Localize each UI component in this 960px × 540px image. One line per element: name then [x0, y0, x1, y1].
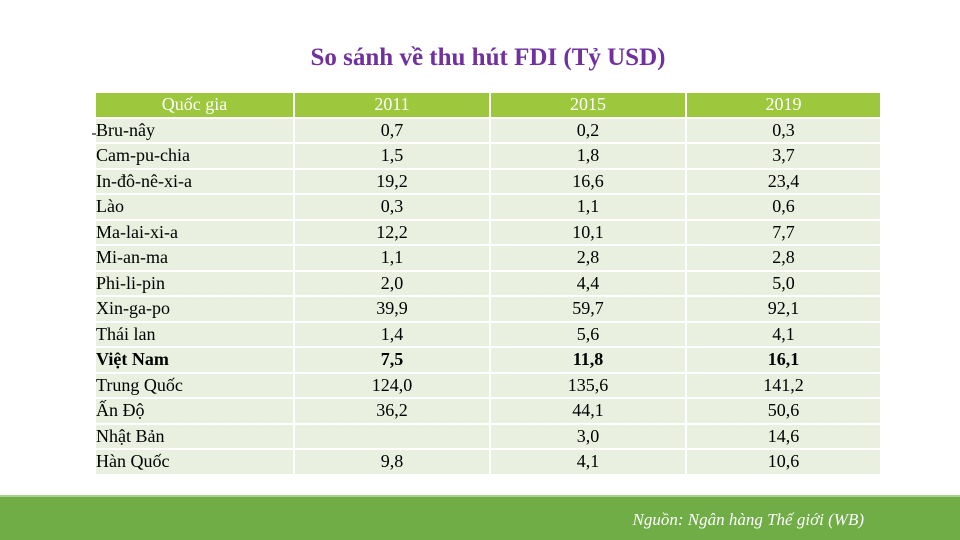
- table-row: In-đô-nê-xi-a 19,2 16,6 23,4: [96, 169, 880, 195]
- value-2011-cell: 124,0: [293, 373, 489, 399]
- fdi-table: Quốc gia 2011 2015 2019 Bru-nây 0,7 0,2 0,3…: [96, 93, 880, 476]
- value-2011-cell: 0,7: [293, 118, 489, 144]
- value-2019-cell: 0,3: [685, 118, 880, 144]
- value-2019-cell: 10,6: [685, 450, 880, 476]
- country-cell: Xin-ga-po: [96, 297, 293, 323]
- header-2015: 2015: [489, 93, 685, 119]
- table-row: Trung Quốc 124,0 135,6 141,2: [96, 373, 880, 399]
- country-cell: In-đô-nê-xi-a: [96, 169, 293, 195]
- country-cell: Trung Quốc: [96, 373, 293, 399]
- value-2019-cell: 7,7: [685, 220, 880, 246]
- country-cell: Ma-lai-xi-a: [96, 220, 293, 246]
- value-2019-cell: 50,6: [685, 399, 880, 425]
- value-2011-cell: 36,2: [293, 399, 489, 425]
- value-2015-cell: 10,1: [489, 220, 685, 246]
- value-2019-cell: 141,2: [685, 373, 880, 399]
- country-cell: Bru-nây: [96, 118, 293, 144]
- value-2015-cell: 3,0: [489, 424, 685, 450]
- value-2015-cell: 135,6: [489, 373, 685, 399]
- value-2015-cell: 5,6: [489, 322, 685, 348]
- country-cell: Nhật Bản: [96, 424, 293, 450]
- value-2019-cell: 5,0: [685, 271, 880, 297]
- value-2015-cell: 44,1: [489, 399, 685, 425]
- value-2011-cell: 12,2: [293, 220, 489, 246]
- value-2019-cell: 14,6: [685, 424, 880, 450]
- table-row: Cam-pu-chia 1,5 1,8 3,7: [96, 144, 880, 170]
- page-title: So sánh về thu hút FDI (Tỷ USD): [310, 44, 666, 71]
- value-2011-cell: 2,0: [293, 271, 489, 297]
- value-2019-cell: 23,4: [685, 169, 880, 195]
- country-cell: Mi-an-ma: [96, 246, 293, 272]
- header-2019: 2019: [685, 93, 880, 119]
- value-2015-cell: 4,4: [489, 271, 685, 297]
- source-note: Nguồn: Ngân hàng Thế giới (WB): [632, 510, 864, 529]
- table-row: Ấn Độ 36,2 44,1 50,6: [96, 399, 880, 425]
- table-row: Thái lan 1,4 5,6 4,1: [96, 322, 880, 348]
- value-2015-cell: 11,8: [489, 348, 685, 374]
- value-2015-cell: 59,7: [489, 297, 685, 323]
- value-2011-cell: [293, 424, 489, 450]
- table-row: Lào 0,3 1,1 0,6: [96, 195, 880, 221]
- value-2015-cell: 16,6: [489, 169, 685, 195]
- table-row: Mi-an-ma 1,1 2,8 2,8: [96, 246, 880, 272]
- table-row: Phi-li-pin 2,0 4,4 5,0: [96, 271, 880, 297]
- value-2019-cell: 92,1: [685, 297, 880, 323]
- value-2015-cell: 1,8: [489, 144, 685, 170]
- footer-bar: [0, 497, 960, 540]
- value-2015-cell: 1,1: [489, 195, 685, 221]
- footer-divider: [0, 495, 960, 498]
- header-country: Quốc gia: [96, 93, 293, 119]
- country-cell: Ấn Độ: [96, 399, 293, 425]
- value-2019-cell: 2,8: [685, 246, 880, 272]
- value-2015-cell: 2,8: [489, 246, 685, 272]
- value-2019-cell: 4,1: [685, 322, 880, 348]
- table-header-row: Quốc gia 2011 2015 2019: [96, 93, 880, 119]
- table-row: Bru-nây 0,7 0,2 0,3: [96, 118, 880, 144]
- value-2011-cell: 9,8: [293, 450, 489, 476]
- value-2015-cell: 4,1: [489, 450, 685, 476]
- value-2015-cell: 0,2: [489, 118, 685, 144]
- value-2011-cell: 19,2: [293, 169, 489, 195]
- country-cell: Việt Nam: [96, 348, 293, 374]
- country-cell: Cam-pu-chia: [96, 144, 293, 170]
- value-2019-cell: 3,7: [685, 144, 880, 170]
- country-cell: Phi-li-pin: [96, 271, 293, 297]
- value-2011-cell: 0,3: [293, 195, 489, 221]
- value-2011-cell: 1,5: [293, 144, 489, 170]
- value-2011-cell: 1,4: [293, 322, 489, 348]
- country-cell: Thái lan: [96, 322, 293, 348]
- table-row: Hàn Quốc 9,8 4,1 10,6: [96, 450, 880, 476]
- value-2011-cell: 1,1: [293, 246, 489, 272]
- table-row: Việt Nam 7,5 11,8 16,1: [96, 348, 880, 374]
- value-2011-cell: 7,5: [293, 348, 489, 374]
- table-row: Ma-lai-xi-a 12,2 10,1 7,7: [96, 220, 880, 246]
- value-2019-cell: 16,1: [685, 348, 880, 374]
- country-cell: Lào: [96, 195, 293, 221]
- table-row: Xin-ga-po 39,9 59,7 92,1: [96, 297, 880, 323]
- value-2019-cell: 0,6: [685, 195, 880, 221]
- header-2011: 2011: [293, 93, 489, 119]
- value-2011-cell: 39,9: [293, 297, 489, 323]
- country-cell: Hàn Quốc: [96, 450, 293, 476]
- table-row: Nhật Bản 3,0 14,6: [96, 424, 880, 450]
